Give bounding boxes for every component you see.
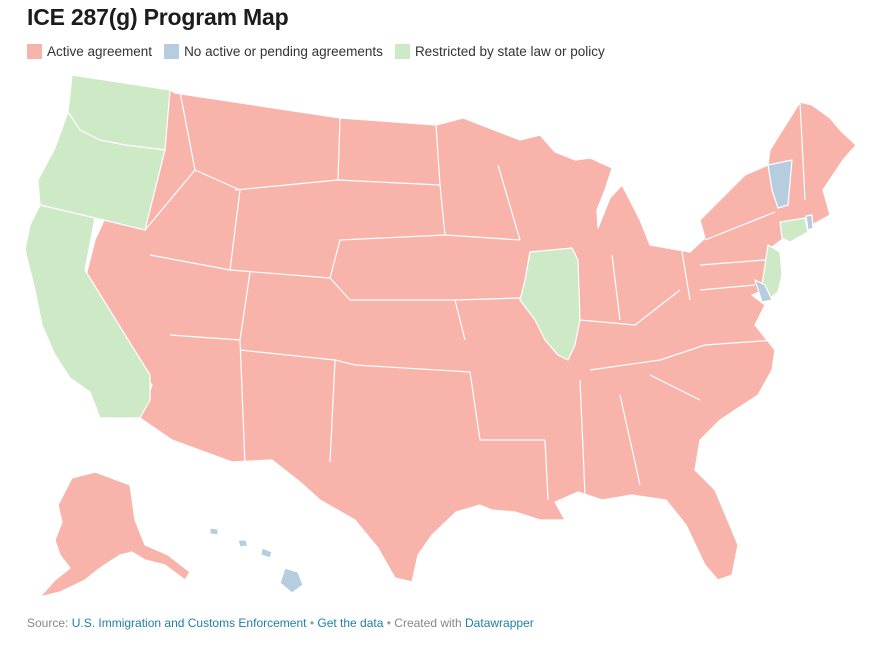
state-hawaii-oahu[interactable]: [237, 539, 249, 548]
state-hawaii-maui[interactable]: [260, 547, 273, 559]
legend-swatch-none: [164, 44, 180, 59]
footer-bullet-2: •: [386, 616, 391, 630]
map-title: ICE 287(g) Program Map: [27, 4, 289, 30]
state-rhode-island[interactable]: [805, 214, 814, 231]
created-with-text: Created with: [394, 616, 462, 630]
state-delaware[interactable]: [754, 279, 773, 303]
state-alaska[interactable]: [39, 471, 191, 598]
get-the-data-link[interactable]: Get the data: [317, 616, 384, 630]
state-hawaii-kauai[interactable]: [209, 527, 219, 536]
state-illinois[interactable]: [519, 247, 581, 361]
source-prefix: Source:: [27, 616, 69, 630]
footer: Source: U.S. Immigration and Customs Enf…: [27, 616, 534, 630]
legend-item-active: Active agreement: [27, 44, 152, 59]
legend-swatch-restricted: [394, 44, 410, 59]
legend: Active agreement No active or pending ag…: [27, 44, 617, 59]
state-active-base[interactable]: [71, 74, 857, 583]
legend-swatch-active: [27, 44, 42, 59]
state-connecticut[interactable]: [779, 217, 809, 243]
state-vermont[interactable]: [767, 159, 793, 209]
legend-item-restricted: Restricted by state law or policy: [394, 44, 605, 59]
legend-item-none: No active or pending agreements: [164, 44, 383, 59]
footer-bullet-1: •: [309, 616, 315, 630]
legend-label-none: No active or pending agreements: [184, 44, 383, 59]
legend-label-restricted: Restricted by state law or policy: [414, 44, 605, 59]
legend-label-active: Active agreement: [47, 44, 153, 59]
state-borders: [144, 91, 806, 501]
state-new-jersey[interactable]: [761, 244, 783, 301]
datawrapper-link[interactable]: Datawrapper: [465, 616, 534, 630]
state-hawaii-big-island[interactable]: [279, 567, 304, 594]
state-california[interactable]: [24, 204, 151, 419]
source-link[interactable]: U.S. Immigration and Customs Enforcement: [71, 616, 307, 630]
